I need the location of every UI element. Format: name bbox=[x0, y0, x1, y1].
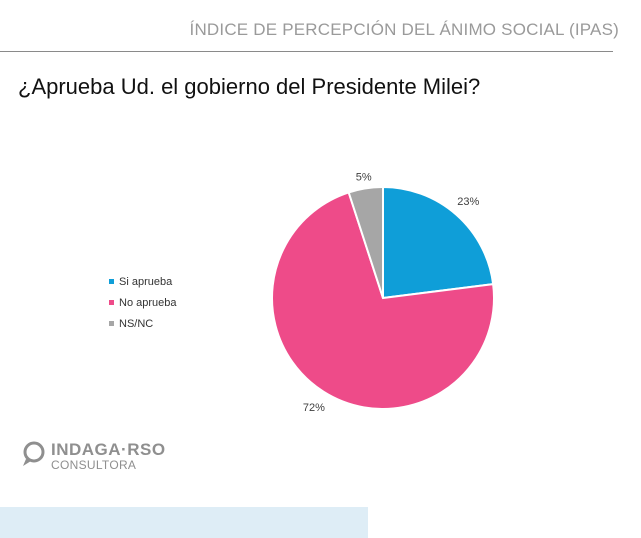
data-label-si-aprueba: 23% bbox=[457, 196, 479, 208]
legend-item-no-aprueba: No aprueba bbox=[109, 292, 177, 313]
legend-swatch bbox=[109, 321, 114, 326]
slice-nsnc bbox=[347, 185, 384, 299]
logo-brand: INDAGA·RSO bbox=[51, 440, 166, 459]
legend-item-si-aprueba: Si aprueba bbox=[109, 271, 177, 292]
magnifier-logo-icon bbox=[23, 441, 45, 466]
slice-si-aprueba bbox=[382, 185, 495, 300]
header-title: ÍNDICE DE PERCEPCIÓN DEL ÁNIMO SOCIAL (I… bbox=[189, 20, 619, 39]
chart-question: ¿Aprueba Ud. el gobierno del Presidente … bbox=[18, 74, 481, 99]
legend-swatch bbox=[109, 300, 114, 305]
header-divider bbox=[0, 51, 613, 52]
legend-item-nsnc: NS/NC bbox=[109, 313, 177, 334]
chart-legend: Si aprueba No aprueba NS/NC bbox=[109, 271, 177, 334]
legend-label: NS/NC bbox=[119, 317, 154, 330]
legend-label: No aprueba bbox=[119, 296, 177, 309]
legend-swatch bbox=[109, 279, 114, 284]
logo-subtitle: CONSULTORA bbox=[51, 458, 137, 472]
company-logo: INDAGA·RSO CONSULTORA bbox=[22, 440, 222, 476]
slice-no-aprueba bbox=[271, 191, 495, 410]
data-label-no-aprueba: 72% bbox=[303, 402, 325, 414]
footer-band bbox=[0, 507, 368, 538]
data-label-nsnc: 5% bbox=[356, 172, 372, 184]
legend-label: Si aprueba bbox=[119, 275, 173, 288]
